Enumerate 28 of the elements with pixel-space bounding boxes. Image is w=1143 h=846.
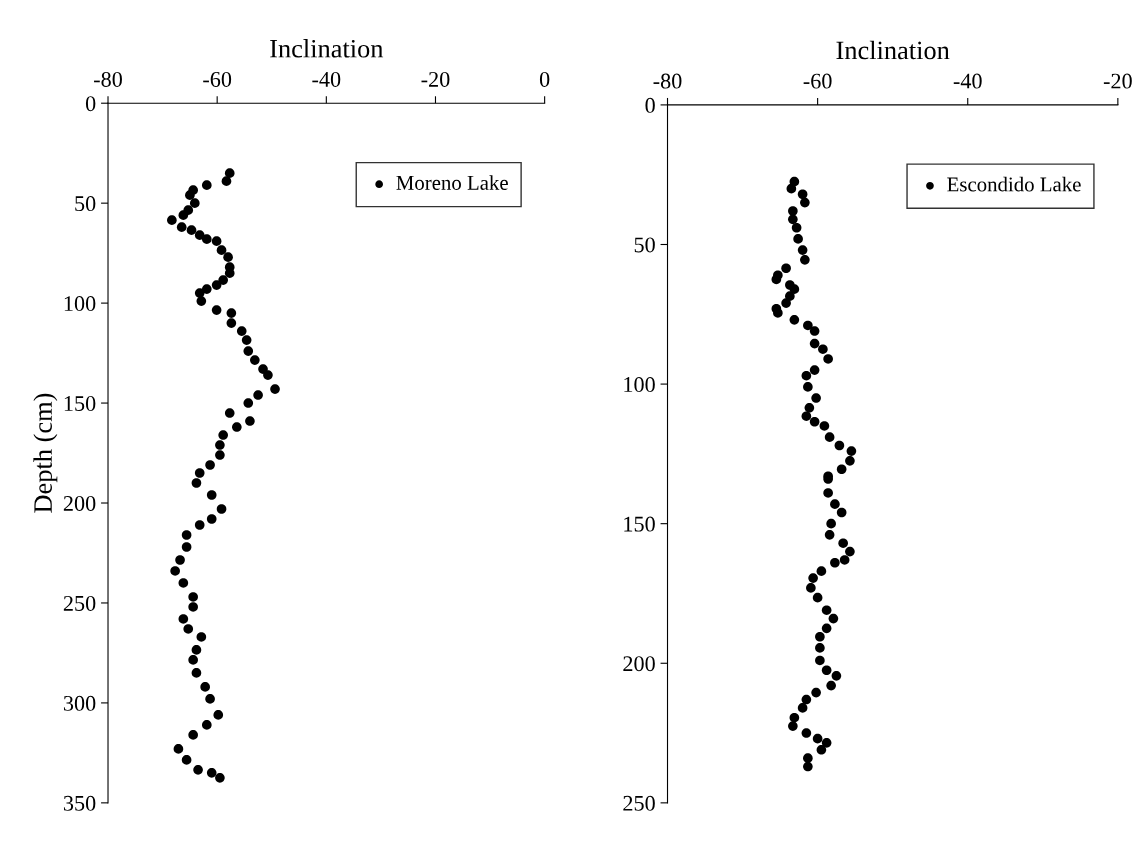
y-tick-label: 350: [63, 795, 96, 811]
y-tick-label: 100: [624, 377, 655, 393]
x-tick-label: -40: [953, 73, 982, 89]
y-tick-label: 150: [624, 516, 655, 532]
x-tick-label: -40: [312, 71, 341, 87]
legend-label: Escondido Lake: [947, 176, 1081, 192]
x-tick-label: -60: [803, 73, 832, 89]
x-axis-title: Inclination: [270, 39, 384, 58]
y-tick-label: 250: [63, 595, 96, 611]
y-tick-label: 300: [63, 695, 96, 711]
y-tick-label: 0: [645, 97, 655, 113]
y-tick-label: 150: [64, 395, 96, 411]
x-tick-label: -80: [653, 73, 682, 89]
y-tick-label: 50: [75, 196, 96, 212]
x-axis-title: Inclination: [836, 40, 950, 60]
x-tick-label: -20: [1103, 73, 1132, 89]
x-tick-label: -20: [421, 71, 450, 87]
y-tick-label: 200: [623, 656, 655, 672]
x-tick-label: 0: [539, 71, 550, 87]
x-tick-label: -80: [94, 71, 122, 87]
y-tick-label: 100: [64, 296, 96, 312]
x-tick-label: -60: [203, 71, 232, 87]
y-tick-label: 50: [634, 237, 655, 253]
y-tick-label: 0: [85, 96, 96, 112]
y-axis-title: Depth (cm): [33, 393, 58, 513]
y-tick-label: 200: [63, 495, 96, 511]
y-tick-label: 250: [623, 795, 655, 811]
legend-label: Moreno Lake: [396, 175, 508, 190]
